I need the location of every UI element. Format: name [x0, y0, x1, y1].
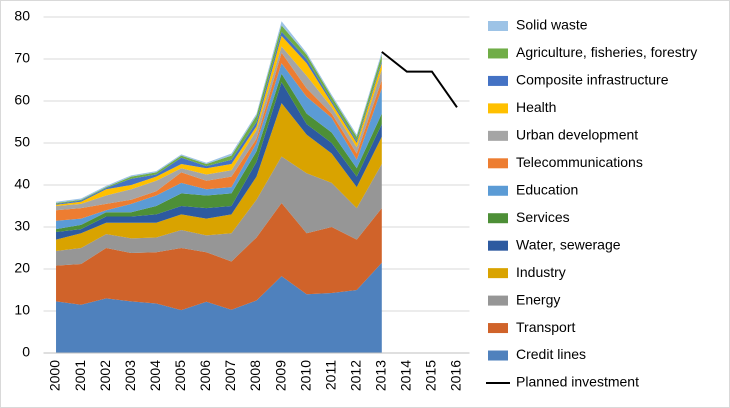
line [381, 51, 458, 108]
y-tick-label: 30 [14, 218, 30, 234]
legend-label: Services [516, 209, 570, 225]
legend-label: Agriculture, fisheries, forestry [516, 44, 697, 60]
legend-swatch [488, 268, 508, 279]
area [56, 262, 382, 353]
area [56, 52, 382, 221]
x-tick-label: 2001 [72, 360, 88, 391]
y-tick-label: 50 [14, 134, 30, 150]
y-tick-label: 10 [14, 302, 30, 318]
legend-label: Planned investment [516, 374, 639, 390]
x-tick-label: 2003 [122, 360, 138, 391]
x-tick-label: 2002 [97, 360, 113, 391]
legend-label: Industry [516, 264, 566, 280]
y-tick-label: 40 [14, 176, 30, 192]
y-tick-label: 70 [14, 50, 30, 66]
x-tick-label: 2004 [147, 360, 163, 391]
x-tick-label: 2008 [247, 360, 263, 391]
x-tick-label: 2009 [272, 360, 288, 391]
legend-label: Composite infrastructure [516, 72, 669, 88]
y-tick-label: 0 [22, 344, 30, 360]
legend-swatch [488, 295, 508, 306]
x-tick-label: 2013 [372, 360, 388, 391]
legend-swatch [488, 185, 508, 196]
area [56, 46, 382, 211]
legend-swatch [488, 240, 508, 251]
area [56, 103, 382, 251]
legend-label: Solid waste [516, 17, 588, 33]
x-tick-label: 2000 [47, 360, 63, 391]
legend-swatch [488, 75, 508, 86]
x-tick-label: 2011 [322, 360, 338, 390]
legend-label: Water, sewerage [516, 236, 621, 252]
legend-label: Credit lines [516, 346, 586, 362]
legend-swatch [488, 323, 508, 334]
x-tick-label: 2014 [398, 360, 414, 391]
y-tick-label: 20 [14, 260, 30, 276]
area [56, 73, 382, 233]
legend-label: Telecommunications [516, 154, 643, 170]
legend-label: Health [516, 99, 556, 115]
legend-swatch [488, 350, 508, 361]
legend-label: Education [516, 181, 578, 197]
legend-label: Energy [516, 291, 560, 307]
legend-swatch [488, 158, 508, 169]
legend-swatch [488, 48, 508, 59]
x-tick-label: 2015 [423, 360, 439, 391]
x-tick-label: 2006 [197, 360, 213, 391]
area [56, 203, 382, 311]
legend-swatch [488, 130, 508, 141]
legend-label: Urban development [516, 127, 638, 143]
legend-swatch [488, 213, 508, 224]
legend-label: Transport [516, 319, 576, 335]
y-tick-label: 60 [14, 92, 30, 108]
area [56, 156, 382, 266]
y-tick-label: 80 [14, 8, 30, 24]
legend-swatch [488, 21, 508, 31]
x-tick-label: 2005 [172, 360, 188, 391]
area [56, 82, 382, 240]
x-tick-label: 2012 [347, 360, 363, 391]
legend-swatch [488, 103, 508, 114]
area [56, 35, 382, 207]
x-tick-label: 2016 [448, 360, 464, 391]
x-tick-label: 2007 [222, 360, 238, 391]
x-tick-label: 2010 [297, 360, 313, 391]
